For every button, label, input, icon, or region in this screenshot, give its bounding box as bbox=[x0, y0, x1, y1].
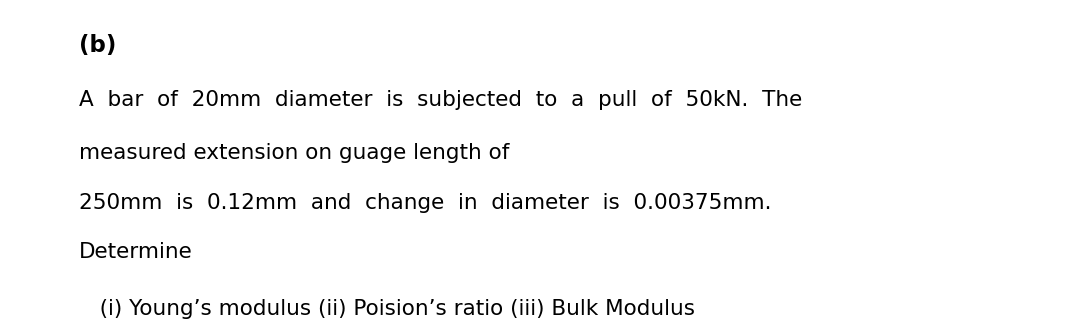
Text: A  bar  of  20mm  diameter  is  subjected  to  a  pull  of  50kN.  The: A bar of 20mm diameter is subjected to a… bbox=[79, 90, 802, 110]
Text: 250mm  is  0.12mm  and  change  in  diameter  is  0.00375mm.: 250mm is 0.12mm and change in diameter i… bbox=[79, 193, 771, 213]
Text: (i) Young’s modulus (ii) Poision’s ratio (iii) Bulk Modulus: (i) Young’s modulus (ii) Poision’s ratio… bbox=[79, 299, 695, 318]
Text: Determine: Determine bbox=[79, 242, 192, 262]
Text: measured extension on guage length of: measured extension on guage length of bbox=[79, 143, 509, 163]
Text: (b): (b) bbox=[79, 34, 117, 57]
